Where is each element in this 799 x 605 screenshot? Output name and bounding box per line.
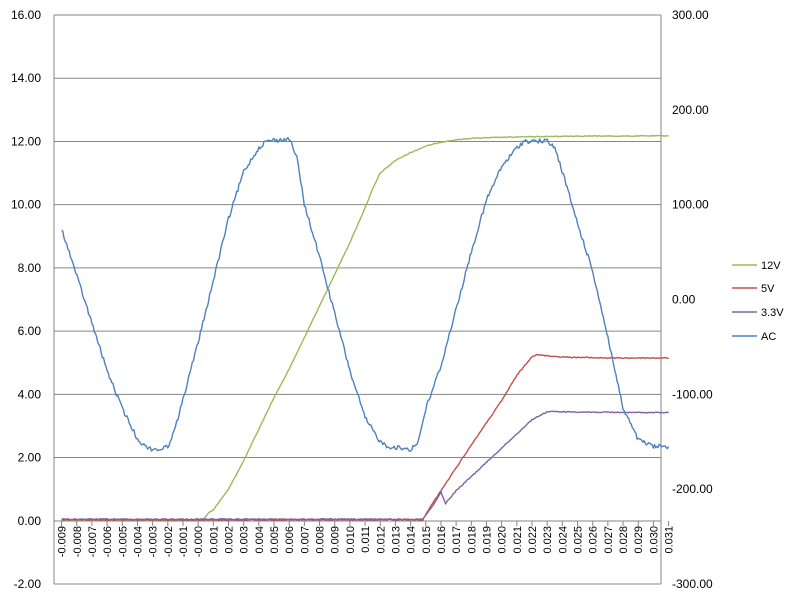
x-tick-label: 0.024 <box>557 526 569 554</box>
left-tick-label: 12.00 <box>11 134 41 148</box>
left-tick-label: 14.00 <box>11 71 41 85</box>
series-line-3-3v <box>61 410 669 521</box>
right-tick-label: 100.00 <box>672 198 709 212</box>
x-tick-label: 0.021 <box>512 526 524 554</box>
x-tick-label: 0.017 <box>451 526 463 554</box>
x-tick-label: 0.018 <box>466 526 478 554</box>
x-tick-label: -0.001 <box>178 526 190 557</box>
x-tick-label: -0.009 <box>57 526 69 557</box>
x-tick-label: -0.004 <box>132 526 144 557</box>
x-tick-label: 0.002 <box>224 526 236 554</box>
x-axis-tick-labels: -0.009 -0.008 -0.007 -0.006 -0.005 -0.004 -0.0… <box>57 526 676 557</box>
legend-label: 3.3V <box>761 307 784 319</box>
x-tick-label: 0.013 <box>390 526 402 554</box>
x-tick-label: 0.031 <box>664 526 676 554</box>
x-tick-label: 0.005 <box>269 526 281 554</box>
left-tick-label: 6.00 <box>18 324 42 338</box>
x-tick-label: 0.007 <box>299 526 311 554</box>
right-tick-label: -300.00 <box>672 577 713 591</box>
x-tick-label: 0.001 <box>208 526 220 554</box>
x-tick-label: 0.027 <box>603 526 615 554</box>
x-tick-label: 0.014 <box>406 526 418 554</box>
axes <box>53 15 670 585</box>
x-tick-label: 0.012 <box>375 526 387 554</box>
x-tick-label: 0.025 <box>573 526 585 554</box>
x-tick-label: 0.026 <box>588 526 600 554</box>
x-tick-label: 0.020 <box>497 526 509 554</box>
series-line-ac <box>61 136 670 452</box>
x-tick-label: 0.019 <box>481 526 493 554</box>
x-tick-label: 0.015 <box>421 526 433 554</box>
right-tick-label: 300.00 <box>672 8 709 22</box>
x-tick-label: 0.011 <box>360 526 372 553</box>
left-tick-label: 16.00 <box>11 8 41 22</box>
right-tick-label: -100.00 <box>672 387 713 401</box>
x-tick-label: 0.022 <box>527 526 539 554</box>
x-tick-label: -0.000 <box>193 526 205 557</box>
x-tick-label: 0.003 <box>239 526 251 554</box>
x-tick-label: -0.003 <box>148 526 160 557</box>
x-tick-label: -0.008 <box>72 526 84 557</box>
right-axis-tick-labels: -300.00 -200.00 -100.00 0.00 100.00 200.00 300… <box>672 8 713 591</box>
left-tick-label: 4.00 <box>18 387 42 401</box>
left-tick-label: 2.00 <box>18 451 42 465</box>
series-line-5v <box>61 353 669 521</box>
x-tick-label: 0.010 <box>345 526 357 554</box>
x-tick-label: 0.004 <box>254 526 266 554</box>
x-tick-label: 0.016 <box>436 526 448 554</box>
x-tick-label: 0.030 <box>648 526 660 554</box>
right-tick-label: -200.00 <box>672 482 713 496</box>
x-tick-label: 0.008 <box>315 526 327 554</box>
series-line-12v <box>61 134 669 522</box>
legend-label: 12V <box>761 260 781 272</box>
x-tick-label: 0.028 <box>618 526 630 554</box>
legend: 12V 5V 3.3V AC <box>732 260 784 343</box>
x-tick-label: 0.009 <box>330 526 342 554</box>
x-tick-label: 0.006 <box>284 526 296 554</box>
left-tick-label: 10.00 <box>11 198 41 212</box>
x-tick-label: 0.029 <box>633 526 645 554</box>
left-axis-tick-labels: -2.00 0.00 2.00 4.00 6.00 8.00 10.00 12.00 14.00… <box>11 8 41 591</box>
left-tick-label: 0.00 <box>18 514 42 528</box>
x-tick-label: -0.005 <box>117 526 129 557</box>
x-tick-label: -0.002 <box>163 526 175 557</box>
x-tick-label: -0.007 <box>87 526 99 557</box>
left-tick-label: -2.00 <box>14 577 42 591</box>
x-tick-label: -0.006 <box>102 526 114 557</box>
right-tick-label: 200.00 <box>672 103 709 117</box>
legend-label: 5V <box>761 283 775 295</box>
left-tick-label: 8.00 <box>18 261 42 275</box>
x-tick-label: 0.023 <box>542 526 554 554</box>
series-lines <box>61 134 670 522</box>
right-tick-label: 0.00 <box>672 293 696 307</box>
legend-label: AC <box>761 331 776 343</box>
gridlines <box>54 14 661 585</box>
